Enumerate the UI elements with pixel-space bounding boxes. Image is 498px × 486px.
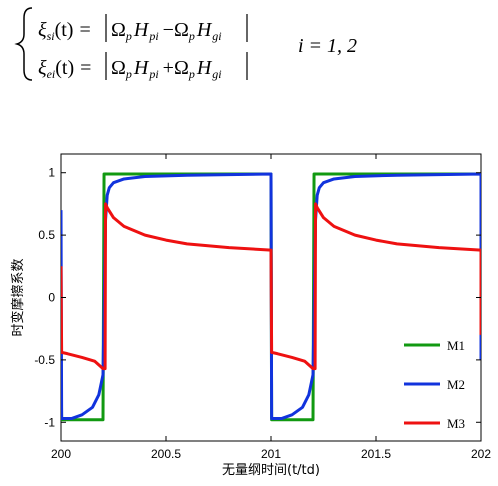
eq1-xi: ξ: [38, 19, 47, 41]
y-axis-label: 时变摩擦系数: [10, 258, 26, 336]
series-layer: [61, 172, 481, 422]
eq2-omega1: Ω: [111, 57, 126, 79]
eq1-h1-sub: pi: [148, 29, 158, 43]
x-tick-label: 201: [261, 447, 281, 461]
x-tick-label: 202: [471, 447, 491, 461]
eq2-arg: (t): [55, 57, 74, 79]
eq2-equals: =: [80, 57, 91, 79]
eq1-omega2-sub: p: [188, 29, 195, 43]
legend: M1 M2 M3: [404, 338, 465, 431]
equation-line-2: ξei(t) =: [38, 57, 91, 81]
eq2-omega2: Ω: [174, 57, 189, 79]
eq1-op: −: [163, 19, 174, 41]
eq2-omega2-sub: p: [188, 67, 195, 81]
legend-label-m1: M1: [447, 338, 465, 353]
eq1-omega1: Ω: [111, 19, 126, 41]
eq2-omega1-sub: p: [125, 67, 132, 81]
eq1-h2-sub: gi: [212, 29, 221, 43]
eq1-body: Ωp Hpi −Ωp Hgi: [111, 19, 222, 43]
equation-index: i = 1, 2: [298, 35, 357, 57]
y-tick-label: 1: [48, 166, 55, 180]
eq2-h2: H: [196, 57, 213, 79]
equation-left-brace: [14, 7, 33, 81]
eq1-h1: H: [133, 19, 150, 41]
eq1-xi-sub: si: [47, 29, 55, 43]
y-tick-label: -0.5: [34, 353, 55, 367]
eq1-equals: =: [79, 19, 90, 41]
equation-block: ξsi(t) = Ωp Hpi −Ωp Hgi ξei(t) = Ωp Hpi +Ωp Hgi …: [14, 7, 357, 81]
legend-label-m3: M3: [447, 416, 465, 431]
eq2-h1: H: [133, 57, 150, 79]
tick-layer: 200 200.5 201 201.5 202 1 0.5 0 -0.5 -1: [34, 154, 491, 461]
x-axis-label: 无量纲时间(t/td): [222, 463, 320, 478]
legend-label-m2: M2: [447, 377, 465, 392]
eq1-omega2: Ω: [174, 19, 189, 41]
eq1-omega1-sub: p: [125, 29, 132, 43]
eq2-op: +: [163, 57, 174, 79]
eq1-arg: (t): [55, 19, 74, 41]
series-line-m3: [61, 202, 481, 371]
y-tick-label: 0: [48, 291, 55, 305]
y-tick-label: -1: [44, 415, 55, 429]
eq2-body: Ωp Hpi +Ωp Hgi: [111, 57, 222, 81]
eq2-xi-sub: ei: [47, 67, 56, 81]
x-tick-label: 201.5: [361, 447, 391, 461]
eq2-xi: ξ: [38, 57, 47, 79]
eq1-h2: H: [196, 19, 213, 41]
eq2-h2-sub: gi: [212, 67, 221, 81]
x-tick-label: 200: [51, 447, 71, 461]
eq2-h1-sub: pi: [148, 67, 158, 81]
x-tick-label: 200.5: [151, 447, 181, 461]
equation-line-1: ξsi(t) =: [38, 19, 91, 43]
y-tick-label: 0.5: [38, 228, 55, 242]
